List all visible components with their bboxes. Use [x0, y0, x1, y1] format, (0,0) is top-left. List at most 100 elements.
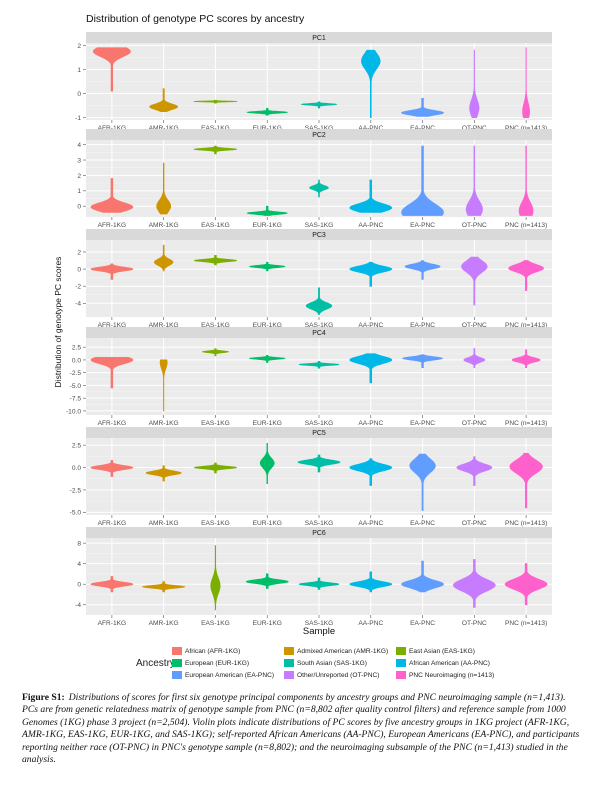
violin-PC2-EUR-1KG	[246, 205, 288, 216]
facet-panels: PC1 -1 0 1 2 AFR-1KG AMR-1KG EAS-1KG EUR-1KG SAS-…	[66, 32, 552, 627]
x-tick-label: AFR-1KG	[98, 420, 127, 427]
legend-swatch	[172, 671, 182, 679]
violin-PC4-EA-PNC	[402, 354, 443, 368]
y-tick-label: 2	[77, 43, 81, 50]
x-tick-label: EAS-1KG	[201, 420, 230, 427]
violin-PC2-EA-PNC	[401, 145, 444, 216]
violin-PC2-EAS-1KG	[193, 145, 238, 155]
x-tick-label: SAS-1KG	[305, 125, 334, 132]
violin-PC6-EAS-1KG	[210, 545, 221, 611]
x-tick-label: EUR-1KG	[253, 322, 282, 329]
x-tick-label: PNC (n=1413)	[505, 125, 547, 132]
violin-PC6-EA-PNC	[401, 560, 444, 593]
x-tick-label: SAS-1KG	[305, 222, 334, 229]
violin-PC4-AFR-1KG	[90, 356, 134, 389]
legend-title: Ancestry	[136, 658, 175, 669]
legend-label: PNC Neuroimaging (n=1413)	[409, 671, 495, 679]
legend-label: African American (AA-PNC)	[409, 659, 490, 667]
x-tick-label: EA-PNC	[410, 322, 435, 329]
x-tick-label: PNC (n=1413)	[505, 222, 547, 229]
x-tick-label: AMR-1KG	[149, 125, 179, 132]
facet-strip-PC5	[86, 427, 552, 438]
violin-PC1-PNC (n=1413)	[522, 47, 530, 118]
x-tick-label: AA-PNC	[358, 420, 383, 427]
legend-item: Admixed American (AMR-1KG)	[284, 646, 396, 656]
facet-strip-PC1	[86, 32, 552, 43]
violin-PC5-AA-PNC	[349, 458, 393, 486]
violin-PC4-PNC (n=1413)	[511, 349, 541, 368]
violin-PC5-OT-PNC	[456, 456, 493, 486]
facet-label-PC6: PC6	[312, 530, 326, 537]
legend-swatch	[284, 671, 294, 679]
violin-PC1-AFR-1KG	[92, 47, 131, 92]
y-tick-label: 0.0	[72, 357, 81, 364]
x-tick-label: AMR-1KG	[149, 322, 179, 329]
violin-PC3-EA-PNC	[404, 260, 441, 280]
legend-swatch	[396, 647, 406, 655]
y-tick-label: -7.5	[70, 396, 82, 403]
facet-label-PC1: PC1	[312, 35, 326, 42]
x-tick-label: SAS-1KG	[305, 420, 334, 427]
y-tick-label: 2	[77, 173, 81, 180]
x-tick-label: EAS-1KG	[201, 322, 230, 329]
violin-PC3-AMR-1KG	[153, 244, 174, 272]
x-tick-label: EA-PNC	[410, 222, 435, 229]
violin-PC5-EUR-1KG	[259, 442, 275, 485]
y-tick-label: 1	[77, 67, 81, 74]
legend-item: African American (AA-PNC)	[396, 658, 508, 668]
y-tick-label: -2.5	[70, 487, 82, 494]
x-tick-label: EAS-1KG	[201, 222, 230, 229]
y-tick-label: 2	[77, 249, 81, 256]
x-tick-label: PNC (n=1413)	[505, 322, 547, 329]
violin-PC1-EAS-1KG	[193, 99, 238, 104]
violin-PC2-PNC (n=1413)	[518, 145, 534, 216]
y-axis-label: Distribution of genotype PC scores	[53, 257, 63, 388]
y-tick-label: 2.5	[72, 443, 81, 450]
violin-PC3-PNC (n=1413)	[508, 260, 544, 291]
x-tick-label: EA-PNC	[410, 125, 435, 132]
caption-label: Figure S1:	[22, 692, 65, 703]
legend-item: East Asian (EAS-1KG)	[396, 646, 508, 656]
violin-PC3-EAS-1KG	[193, 255, 238, 266]
x-tick-label: SAS-1KG	[305, 620, 334, 627]
y-tick-label: 8	[77, 541, 81, 548]
legend-swatch	[284, 647, 294, 655]
legend: Ancestry African (AFR-1KG) Admixed Americ…	[136, 646, 586, 686]
violin-PC5-SAS-1KG	[297, 454, 341, 473]
x-tick-label: EA-PNC	[410, 620, 435, 627]
legend-label: South Asian (SAS-1KG)	[297, 659, 368, 667]
facet-strip-PC3	[86, 229, 552, 240]
legend-label: Admixed American (AMR-1KG)	[297, 647, 389, 655]
legend-swatch	[396, 671, 406, 679]
x-tick-label: AA-PNC	[358, 125, 383, 132]
x-tick-label: AA-PNC	[358, 222, 383, 229]
violin-PC2-AMR-1KG	[156, 162, 172, 215]
legend-swatch	[284, 659, 294, 667]
violin-PC5-EA-PNC	[409, 453, 436, 511]
legend-label: East Asian (EAS-1KG)	[409, 647, 475, 655]
x-tick-label: OT-PNC	[462, 420, 487, 427]
y-tick-label: -4	[75, 602, 81, 609]
violin-PC3-SAS-1KG	[305, 287, 333, 315]
legend-items: African (AFR-1KG) Admixed American (AMR-1…	[172, 646, 508, 680]
x-tick-label: EA-PNC	[410, 420, 435, 427]
x-tick-label: AA-PNC	[358, 520, 383, 527]
violin-PC6-PNC (n=1413)	[504, 563, 548, 606]
violin-PC6-AMR-1KG	[141, 581, 186, 593]
y-tick-label: -10.0	[66, 408, 81, 415]
violin-PC1-EUR-1KG	[246, 108, 289, 116]
legend-item: European American (EA-PNC)	[172, 670, 284, 680]
y-tick-label: 0	[77, 266, 81, 273]
x-tick-label: AMR-1KG	[149, 520, 179, 527]
x-tick-label: EUR-1KG	[253, 620, 282, 627]
x-tick-label: AMR-1KG	[149, 620, 179, 627]
violin-PC4-EAS-1KG	[201, 348, 229, 357]
violin-PC2-AA-PNC	[349, 179, 393, 213]
facet-strip-PC6	[86, 527, 552, 538]
y-tick-label: 4	[77, 142, 81, 149]
violin-PC5-PNC (n=1413)	[509, 452, 543, 509]
x-tick-label: AFR-1KG	[98, 322, 127, 329]
caption-text: Distributions of scores for first six ge…	[22, 692, 580, 766]
violin-PC5-AMR-1KG	[145, 465, 182, 482]
y-tick-label: 0	[77, 91, 81, 98]
